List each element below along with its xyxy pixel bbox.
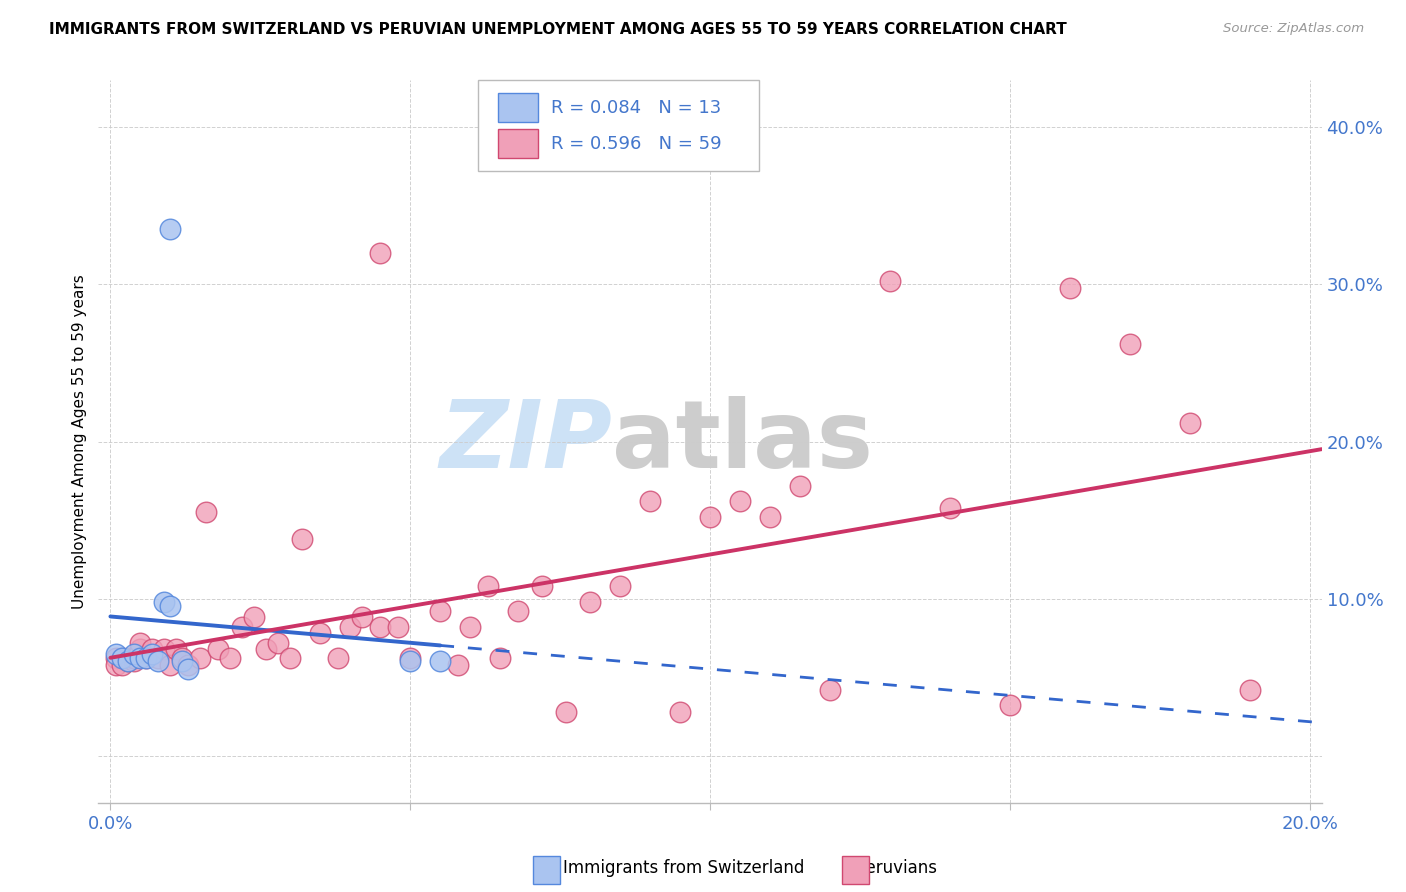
Point — [278, 651, 301, 665]
Point — [998, 698, 1021, 713]
Point — [429, 604, 451, 618]
Point — [579, 595, 602, 609]
Point — [129, 651, 152, 665]
Point — [458, 620, 481, 634]
Point — [531, 579, 554, 593]
Point — [399, 651, 422, 665]
Point — [555, 705, 578, 719]
Point — [165, 641, 187, 656]
Point — [124, 651, 146, 665]
Point — [111, 657, 134, 672]
Point — [153, 641, 176, 656]
FancyBboxPatch shape — [498, 94, 537, 122]
Point — [141, 641, 163, 656]
Text: Immigrants from Switzerland: Immigrants from Switzerland — [564, 859, 804, 877]
Point — [148, 651, 170, 665]
Point — [508, 604, 530, 618]
Point — [159, 222, 181, 236]
Point — [188, 651, 211, 665]
Point — [699, 510, 721, 524]
Point — [117, 651, 139, 665]
Point — [477, 579, 499, 593]
Point — [243, 610, 266, 624]
Point — [207, 641, 229, 656]
Point — [129, 635, 152, 649]
Point — [153, 595, 176, 609]
Point — [789, 478, 811, 492]
FancyBboxPatch shape — [478, 80, 759, 170]
Point — [124, 647, 146, 661]
Point — [159, 657, 181, 672]
Point — [399, 655, 422, 669]
Point — [124, 655, 146, 669]
FancyBboxPatch shape — [498, 129, 537, 158]
Point — [231, 620, 253, 634]
Point — [254, 641, 277, 656]
Point — [1239, 682, 1261, 697]
Text: atlas: atlas — [612, 395, 873, 488]
Point — [117, 655, 139, 669]
Point — [339, 620, 361, 634]
FancyBboxPatch shape — [533, 856, 560, 884]
Point — [447, 657, 470, 672]
Point — [141, 647, 163, 661]
Point — [267, 635, 290, 649]
Point — [309, 626, 332, 640]
Text: ZIP: ZIP — [439, 395, 612, 488]
Point — [105, 657, 128, 672]
Point — [818, 682, 841, 697]
Point — [172, 655, 194, 669]
Point — [105, 651, 128, 665]
Point — [111, 651, 134, 665]
Point — [759, 510, 782, 524]
Point — [368, 246, 391, 260]
Point — [195, 505, 218, 519]
Point — [638, 494, 661, 508]
Point — [387, 620, 409, 634]
Point — [172, 651, 194, 665]
Point — [939, 500, 962, 515]
Point — [429, 655, 451, 669]
Point — [177, 657, 200, 672]
Point — [219, 651, 242, 665]
Text: R = 0.084   N = 13: R = 0.084 N = 13 — [551, 99, 721, 117]
Point — [352, 610, 374, 624]
Text: IMMIGRANTS FROM SWITZERLAND VS PERUVIAN UNEMPLOYMENT AMONG AGES 55 TO 59 YEARS C: IMMIGRANTS FROM SWITZERLAND VS PERUVIAN … — [49, 22, 1067, 37]
Point — [609, 579, 631, 593]
Point — [135, 651, 157, 665]
Point — [879, 274, 901, 288]
Point — [117, 655, 139, 669]
Text: R = 0.596   N = 59: R = 0.596 N = 59 — [551, 135, 721, 153]
Point — [368, 620, 391, 634]
Text: Source: ZipAtlas.com: Source: ZipAtlas.com — [1223, 22, 1364, 36]
Point — [129, 641, 152, 656]
Point — [1059, 280, 1081, 294]
Point — [291, 532, 314, 546]
Point — [669, 705, 692, 719]
Point — [489, 651, 512, 665]
Text: Peruvians: Peruvians — [856, 859, 938, 877]
Point — [177, 662, 200, 676]
Point — [1178, 416, 1201, 430]
Point — [328, 651, 350, 665]
Point — [728, 494, 751, 508]
FancyBboxPatch shape — [842, 856, 869, 884]
Point — [148, 655, 170, 669]
Point — [111, 651, 134, 665]
Point — [105, 647, 128, 661]
Y-axis label: Unemployment Among Ages 55 to 59 years: Unemployment Among Ages 55 to 59 years — [72, 274, 87, 609]
Point — [1119, 337, 1142, 351]
Point — [159, 599, 181, 614]
Point — [135, 651, 157, 665]
